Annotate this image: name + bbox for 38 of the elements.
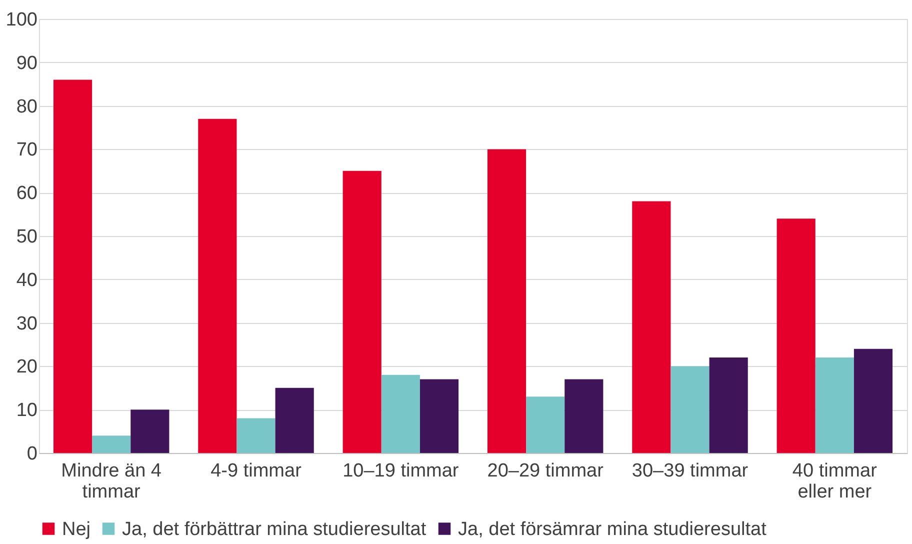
y-tick-label: 100: [6, 10, 38, 30]
y-tick-label: 70: [16, 140, 38, 161]
bar: [92, 436, 131, 453]
bar: [236, 418, 276, 453]
bar: [776, 218, 816, 453]
x-tick-label: 40 timmar eller mer: [792, 460, 878, 502]
bar: [198, 118, 237, 453]
legend-label: Ja, det försämrar mina studieresultat: [458, 518, 768, 540]
bar: [275, 388, 314, 453]
y-tick-label: 80: [16, 96, 38, 118]
y-tick-label: 30: [16, 313, 38, 334]
bar: [815, 358, 854, 453]
y-tick-label: 40: [16, 270, 38, 291]
bar: [381, 374, 420, 453]
y-tick-label: 20: [16, 356, 38, 378]
y-tick-label: 60: [16, 183, 38, 204]
y-tick-label: 0: [26, 444, 38, 464]
bar: [670, 366, 710, 453]
bar: [130, 410, 170, 453]
x-tick-label: 10–19 timmar: [342, 460, 460, 482]
y-tick-label: 50: [16, 226, 38, 248]
bar: [487, 149, 526, 453]
x-tick-label: Mindre än 4 timmar: [61, 460, 162, 502]
bar: [854, 348, 893, 453]
bar: [632, 201, 671, 453]
bar: [420, 379, 459, 453]
bar: [342, 170, 382, 453]
bar: [709, 358, 748, 453]
legend-label: Ja, det förbättrar mina studieresultat: [122, 518, 427, 540]
x-tick-label: 30–39 timmar: [632, 460, 749, 482]
x-tick-label: 4-9 timmar: [210, 460, 302, 482]
y-tick-label: 90: [16, 52, 38, 74]
bar: [526, 396, 565, 453]
legend-label: Nej: [62, 518, 91, 540]
x-tick-label: 20–29 timmar: [487, 460, 604, 482]
y-tick-label: 10: [16, 400, 38, 422]
bar: [564, 379, 604, 453]
bar: [53, 80, 92, 453]
